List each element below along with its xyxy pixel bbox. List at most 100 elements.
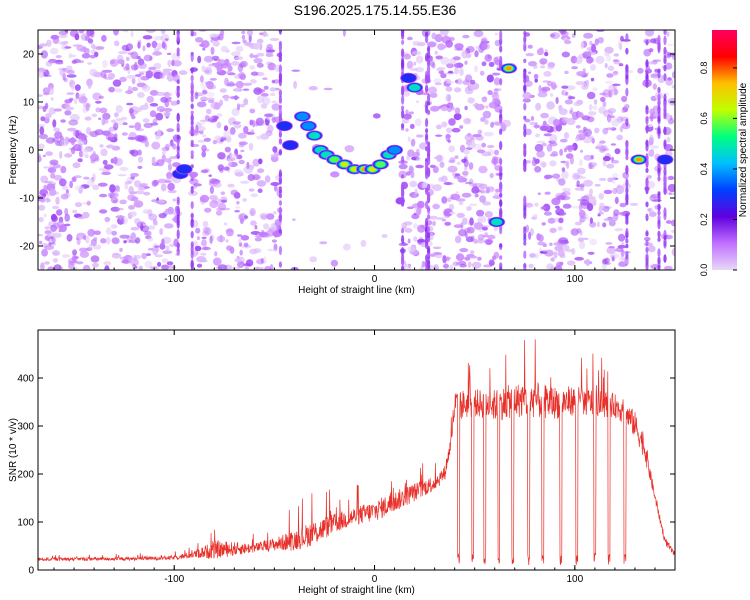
spectrogram-speckle [131, 77, 136, 85]
spectrogram-speckle [40, 175, 49, 184]
spectrogram-speckle [172, 198, 177, 202]
spectrogram-speckle [523, 129, 527, 138]
spectrogram-speckle [579, 240, 585, 250]
spectrogram-speckle [169, 141, 175, 147]
spectrogram-speckle [443, 263, 449, 269]
spectrogram-speckle [480, 188, 485, 195]
spectrogram-speckle [257, 38, 264, 44]
spectrogram-speckle [401, 174, 405, 179]
spectrogram-speckle [344, 145, 355, 153]
spectrogram-speckle [246, 30, 254, 37]
spectrogram-speckle [130, 226, 139, 231]
spectrogram-speckle [434, 50, 438, 55]
spectrogram-speckle [588, 111, 597, 116]
spectrogram-speckle [92, 173, 96, 182]
spectrogram-speckle [429, 254, 436, 257]
spectrogram-speckle [546, 144, 553, 152]
spectrogram-speckle [621, 109, 625, 113]
spectrogram-speckle [250, 210, 254, 215]
spectrogram-speckle [445, 80, 454, 84]
spectrogram-speckle [589, 188, 593, 196]
spectrogram-speckle [156, 199, 166, 204]
spectrogram-speckle [241, 30, 246, 35]
spectrogram-speckle [458, 229, 467, 237]
spectrogram-speckle [98, 95, 104, 100]
spectrogram-speckle [70, 146, 76, 155]
spectrogram-speckle [60, 139, 69, 147]
spectrogram-speckle [577, 112, 584, 118]
spectrogram-speckle [217, 264, 228, 270]
spectrogram-speckle [417, 42, 426, 47]
spectral-peak-level [277, 121, 292, 131]
spectrogram-speckle [528, 263, 534, 269]
spectrogram-speckle [549, 227, 557, 233]
spectrogram-speckle [406, 60, 414, 69]
spectrogram-speckle [409, 123, 415, 129]
snr-x-tick-label: 0 [372, 574, 378, 585]
spectrogram-speckle [231, 51, 241, 57]
spectrogram-speckle [604, 206, 612, 209]
spectrogram-speckle [105, 144, 115, 149]
spectrogram-speckle [465, 118, 471, 123]
spectrogram-speckle [479, 70, 485, 76]
spectrogram-speckle [220, 196, 228, 203]
spectrogram-speckle [589, 64, 597, 71]
spectrogram-speckle [453, 224, 463, 229]
spectrogram-speckle [154, 254, 164, 258]
spectrogram-speckle [446, 127, 453, 133]
spectrogram-speckle [226, 70, 230, 75]
spectrogram-speckle [657, 116, 661, 123]
spectrogram-speckle [599, 145, 607, 152]
spectrogram-speckle [523, 205, 527, 212]
spectrogram-speckle [224, 58, 230, 64]
spectrogram-speckle [591, 44, 597, 53]
spectrogram-speckle [523, 30, 527, 36]
spectrogram-speckle [602, 222, 607, 228]
spectrogram-speckle [657, 176, 661, 182]
spectrogram-speckle [196, 236, 200, 241]
spectrogram-speckle [217, 164, 225, 172]
spectral-peak [500, 63, 518, 74]
spectrogram-speckle [278, 200, 282, 206]
spectrogram-speckle [581, 195, 590, 202]
spectrogram-speckle [459, 125, 464, 129]
spectrogram-speckle [401, 254, 405, 261]
spectrogram-speckle [547, 65, 555, 70]
spectrogram-speckle [577, 237, 585, 242]
spectrogram-speckle [66, 92, 75, 96]
spectrogram-speckle [125, 56, 130, 62]
spectrogram-speckle [196, 263, 203, 268]
spectrogram-speckle [406, 206, 414, 210]
spectrogram-speckle [216, 113, 223, 117]
spectrogram-speckle [60, 119, 66, 123]
spectrogram-speckle [501, 119, 512, 128]
spectrogram-speckle [590, 77, 595, 82]
spectrogram-speckle [256, 88, 266, 93]
spectrogram-speckle [141, 252, 147, 260]
spectrogram-speckle [201, 239, 207, 247]
spectrogram-speckle [216, 235, 226, 242]
spectrogram-speckle [267, 62, 277, 71]
spectrogram-speckle [487, 145, 495, 148]
spectrogram-speckle [455, 191, 460, 194]
spectrogram-speckle [190, 104, 194, 109]
spectrogram-speckle [272, 146, 278, 153]
spectrogram-speckle [403, 113, 412, 120]
spectrogram-speckle [38, 155, 42, 163]
spectrogram-speckle [144, 186, 150, 189]
spectrogram-speckle [477, 129, 483, 135]
spectrogram-speckle [176, 47, 180, 54]
spectrogram-speckle [543, 133, 553, 137]
spectrogram-speckle [431, 62, 436, 69]
spectrogram-speckle [575, 136, 580, 142]
spectrogram-speckle [206, 108, 212, 115]
spectrogram-speckle [212, 139, 218, 145]
spectrogram-speckle [138, 156, 143, 163]
spectrogram-speckle [190, 213, 194, 219]
spectrogram-speckle [449, 211, 456, 215]
spectrogram-speckle [130, 258, 139, 267]
spectrogram-speckle [550, 93, 554, 97]
spectrogram-speckle [73, 97, 78, 105]
spectrogram-speckle [93, 237, 98, 242]
spectrogram-speckle [263, 85, 269, 90]
